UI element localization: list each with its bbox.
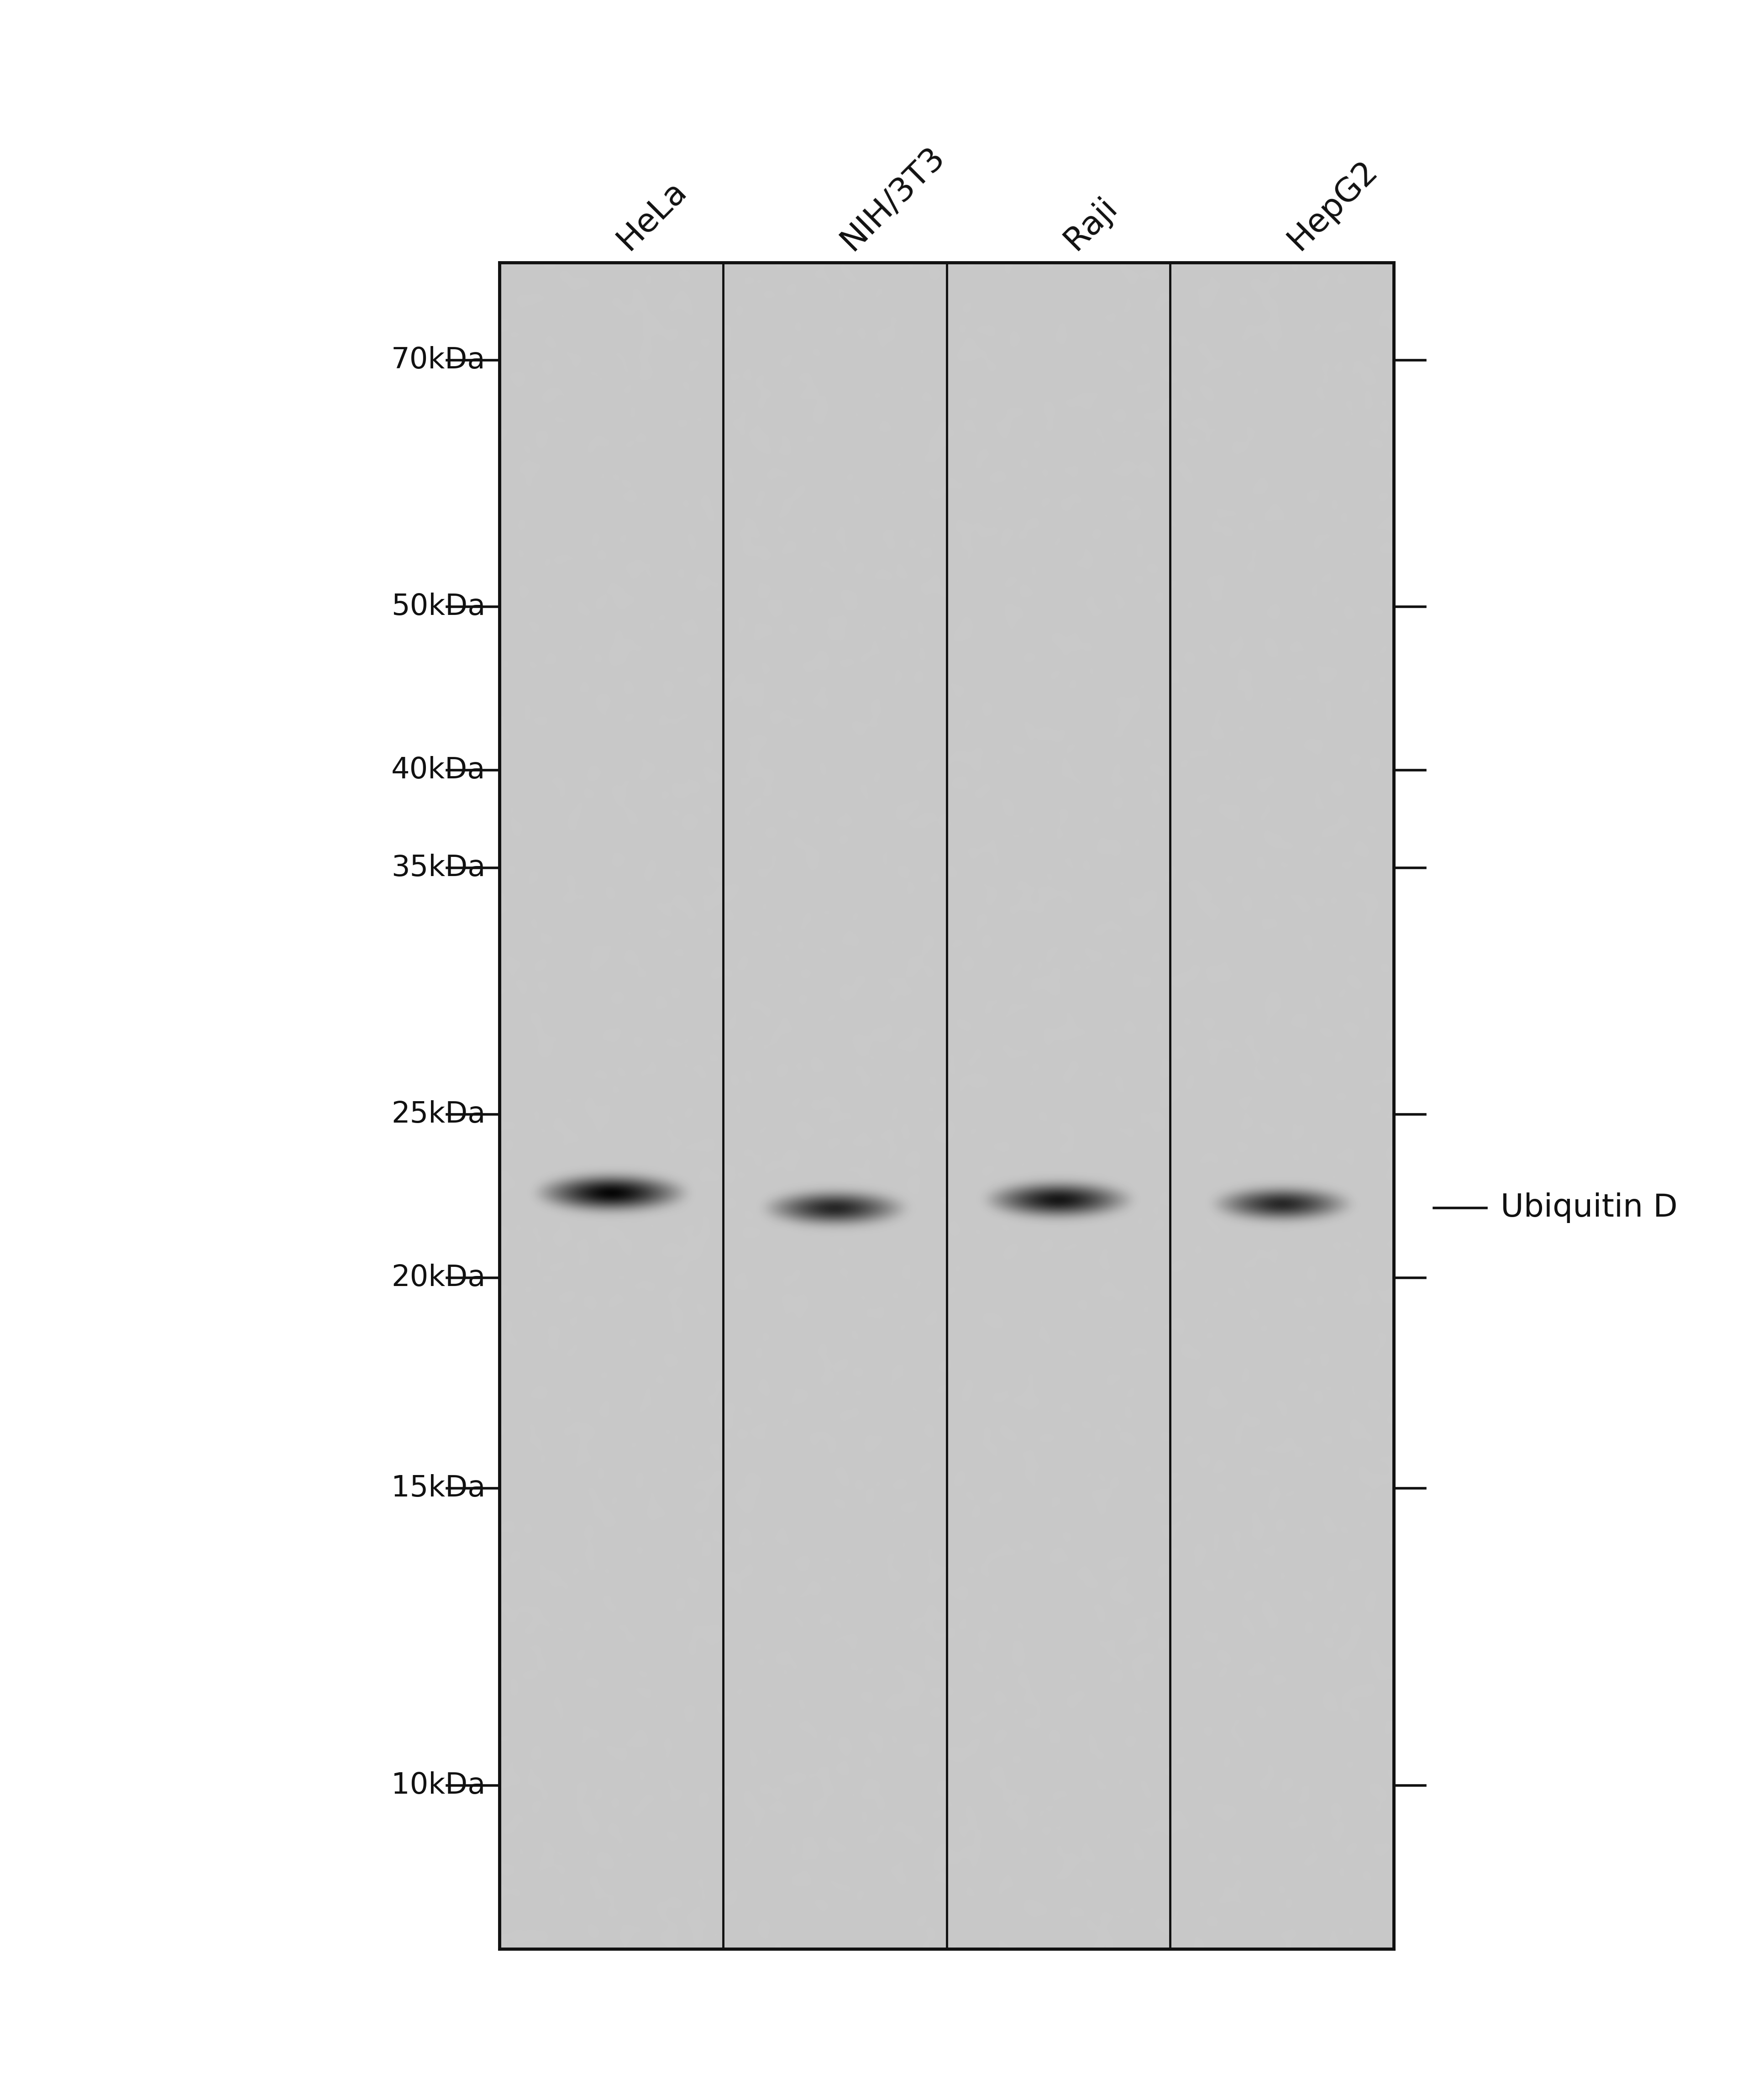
Text: Ubiquitin D: Ubiquitin D bbox=[1501, 1193, 1678, 1222]
Text: 20kDa: 20kDa bbox=[391, 1264, 486, 1292]
Text: HepG2: HepG2 bbox=[1281, 153, 1383, 256]
Text: 25kDa: 25kDa bbox=[391, 1100, 486, 1128]
Text: 10kDa: 10kDa bbox=[391, 1770, 486, 1800]
Text: NIH/3T3: NIH/3T3 bbox=[834, 141, 950, 256]
Text: 15kDa: 15kDa bbox=[391, 1474, 486, 1504]
Text: 35kDa: 35kDa bbox=[391, 855, 486, 882]
Text: Raji: Raji bbox=[1059, 191, 1124, 256]
Text: HeLa: HeLa bbox=[612, 174, 692, 256]
Text: 50kDa: 50kDa bbox=[391, 592, 486, 622]
Text: 40kDa: 40kDa bbox=[391, 756, 486, 783]
Text: 70kDa: 70kDa bbox=[391, 346, 486, 374]
